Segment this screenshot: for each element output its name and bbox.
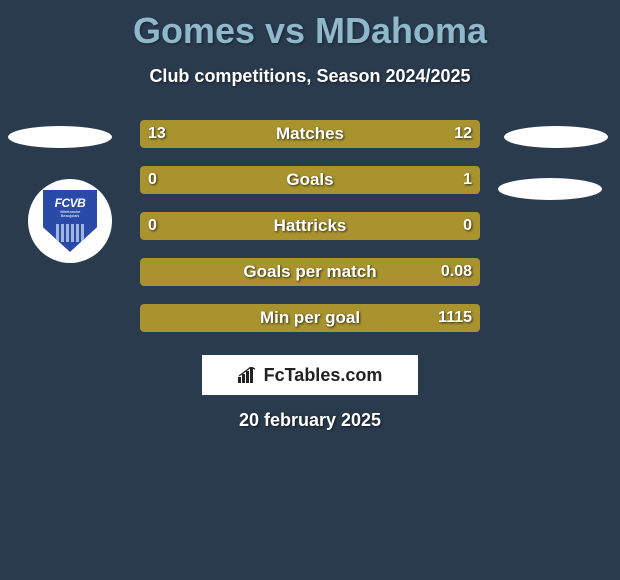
comparison-infographic: Gomes vs MDahoma Club competitions, Seas…	[0, 0, 620, 580]
club-shield-abbrev: FCVB	[55, 196, 86, 210]
stat-row: 00Hattricks	[140, 212, 480, 240]
player-badge-placeholder	[504, 126, 608, 148]
club-badge: FCVB Villefranche Beaujolais	[28, 179, 112, 263]
stat-label: Goals per match	[140, 258, 480, 286]
player-badge-placeholder	[8, 126, 112, 148]
page-title: Gomes vs MDahoma	[0, 0, 620, 52]
player-badge-placeholder	[498, 178, 602, 200]
club-shield-icon: FCVB Villefranche Beaujolais	[43, 190, 97, 252]
stat-row: 1312Matches	[140, 120, 480, 148]
stat-row: 01Goals	[140, 166, 480, 194]
report-date: 20 february 2025	[0, 410, 620, 431]
brand-name: FcTables.com	[264, 365, 383, 386]
club-shield-stripes	[43, 224, 97, 242]
stat-bars: 1312Matches 01Goals 00Hattricks 0.08Goals p…	[140, 120, 480, 350]
club-shield-sub2: Beaujolais	[61, 214, 79, 218]
stat-label: Matches	[140, 120, 480, 148]
stat-label: Goals	[140, 166, 480, 194]
stat-label: Hattricks	[140, 212, 480, 240]
page-subtitle: Club competitions, Season 2024/2025	[0, 66, 620, 87]
stat-row: 0.08Goals per match	[140, 258, 480, 286]
brand-box: FcTables.com	[202, 355, 418, 395]
brand-chart-icon	[238, 367, 258, 383]
stat-label: Min per goal	[140, 304, 480, 332]
stat-row: 1115Min per goal	[140, 304, 480, 332]
